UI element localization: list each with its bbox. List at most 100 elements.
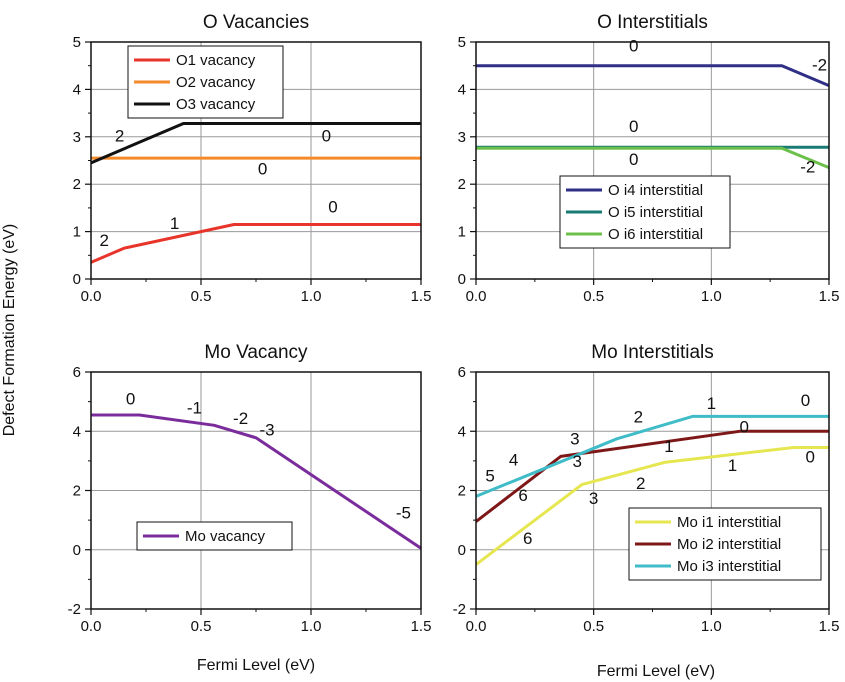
chart-title: O Interstitials — [597, 12, 708, 33]
y-tick-label: 2 — [458, 176, 466, 193]
charge-state-label: 3 — [589, 489, 598, 508]
charge-state-label: 0 — [629, 150, 638, 169]
y-tick-label: 4 — [458, 423, 466, 440]
charge-state-label: 0 — [805, 447, 814, 466]
charge-state-label: 0 — [258, 160, 267, 179]
x-tick-label: 0.0 — [466, 618, 487, 635]
y-tick-label: 6 — [458, 364, 466, 381]
charge-state-label: 2 — [634, 407, 643, 426]
charge-state-label: 0 — [629, 36, 638, 55]
x-axis-label-left: Fermi Level (eV) — [197, 657, 315, 674]
shared-y-axis-label: Defect Formation Energy (eV) — [1, 224, 18, 437]
y-tick-label: 3 — [458, 129, 466, 146]
chart-panel-1: 0.0 0.5 1.0 1.5 0 1 2 3 4 5 O Vacancies 2 1 0 2 0 0 O1 va… — [73, 12, 432, 305]
chart-title: Mo Vacancy — [204, 342, 308, 363]
chart-panel-3: 0.0 0.5 1.0 1.5 -2 0 2 4 6 Mo Vacancy 0 -1 -2 -3 -5 Mo … — [68, 342, 432, 635]
series-line-1 — [90, 223, 421, 264]
charge-state-label: -3 — [259, 421, 274, 440]
charge-state-label: -2 — [233, 409, 248, 428]
x-tick-label: 0.5 — [191, 618, 212, 635]
charge-state-label: 1 — [707, 394, 716, 413]
charge-state-label: -2 — [800, 157, 815, 176]
x-tick-label: 1.5 — [819, 288, 840, 305]
charge-state-label: 4 — [509, 450, 518, 469]
charge-state-label: 0 — [740, 418, 749, 437]
charge-state-label: -5 — [396, 504, 411, 523]
charge-state-label: 1 — [170, 214, 179, 233]
legend-entry: Mo i2 interstitial — [677, 536, 781, 553]
series-line-3 — [475, 414, 829, 498]
y-tick-label: 4 — [73, 423, 81, 440]
chart-panel-2: 0.0 0.5 1.0 1.5 0 1 2 3 4 5 O Interstitials 0 -2 0 0 -2… — [458, 12, 840, 305]
y-tick-label: 4 — [73, 81, 81, 98]
y-tick-label: -2 — [453, 601, 466, 618]
charge-state-label: 1 — [664, 437, 673, 456]
charge-state-label: 0 — [126, 390, 135, 409]
legend-entry: O1 vacancy — [176, 52, 256, 69]
x-tick-label: 0.5 — [583, 618, 604, 635]
x-tick-label: 0.0 — [466, 288, 487, 305]
y-tick-label: 2 — [73, 176, 81, 193]
y-tick-label: 0 — [73, 271, 81, 288]
chart-title: Mo Interstitials — [591, 342, 713, 363]
y-tick-label: 5 — [73, 34, 81, 51]
legend-entry: Mo i1 interstitial — [677, 514, 781, 531]
y-tick-label: -2 — [68, 601, 81, 618]
charge-state-label: -1 — [187, 398, 202, 417]
charge-state-label: 0 — [322, 127, 331, 146]
charge-state-label: 0 — [328, 198, 337, 217]
charge-state-label: 2 — [99, 231, 108, 250]
x-tick-label: 0.5 — [191, 288, 212, 305]
series-line-3 — [90, 122, 421, 165]
series-line-1 — [475, 446, 829, 566]
charge-state-label: 6 — [523, 529, 532, 548]
legend-entry: O3 vacancy — [176, 96, 256, 113]
charge-state-label: 0 — [629, 117, 638, 136]
plot-frame — [90, 371, 422, 610]
y-tick-label: 2 — [73, 483, 81, 500]
y-tick-label: 6 — [73, 364, 81, 381]
x-tick-label: 1.0 — [301, 618, 322, 635]
y-tick-label: 2 — [458, 483, 466, 500]
y-tick-label: 1 — [73, 224, 81, 241]
x-tick-label: 1.5 — [411, 618, 432, 635]
x-tick-label: 0.0 — [81, 618, 102, 635]
x-tick-label: 1.0 — [701, 618, 722, 635]
legend-entry: O i4 interstitial — [608, 182, 703, 199]
x-axis-label-right: Fermi Level (eV) — [597, 663, 715, 680]
series-line-2 — [475, 429, 829, 523]
charge-state-label: 3 — [572, 452, 581, 471]
charge-state-label: 5 — [485, 467, 494, 486]
series-line-1 — [476, 64, 830, 87]
x-tick-label: 1.5 — [411, 288, 432, 305]
legend-entry: O i5 interstitial — [608, 204, 703, 221]
series-line-3 — [476, 146, 830, 169]
x-tick-label: 1.0 — [301, 288, 322, 305]
legend-entry: Mo vacancy — [185, 528, 266, 545]
x-tick-label: 1.0 — [701, 288, 722, 305]
charge-state-label: 6 — [518, 486, 527, 505]
plot-frame — [90, 41, 422, 280]
charge-state-label: 2 — [636, 474, 645, 493]
y-tick-label: 0 — [458, 271, 466, 288]
y-tick-label: 4 — [458, 81, 466, 98]
series-line-1 — [91, 413, 422, 550]
x-tick-label: 0.0 — [81, 288, 102, 305]
plot-frame — [475, 371, 830, 610]
charge-state-label: 2 — [115, 127, 124, 146]
charge-state-label: 0 — [801, 391, 810, 410]
legend-entry: O2 vacancy — [176, 74, 256, 91]
y-tick-label: 3 — [73, 129, 81, 146]
y-tick-label: 0 — [458, 542, 466, 559]
charge-state-label: 3 — [570, 430, 579, 449]
y-tick-label: 0 — [73, 542, 81, 559]
legend-entry: O i6 interstitial — [608, 226, 703, 243]
x-tick-label: 1.5 — [819, 618, 840, 635]
charge-state-label: -2 — [812, 55, 827, 74]
y-tick-label: 1 — [458, 224, 466, 241]
legend-entry: Mo i3 interstitial — [677, 558, 781, 575]
legend-box — [127, 45, 284, 119]
plot-frame — [475, 41, 830, 280]
